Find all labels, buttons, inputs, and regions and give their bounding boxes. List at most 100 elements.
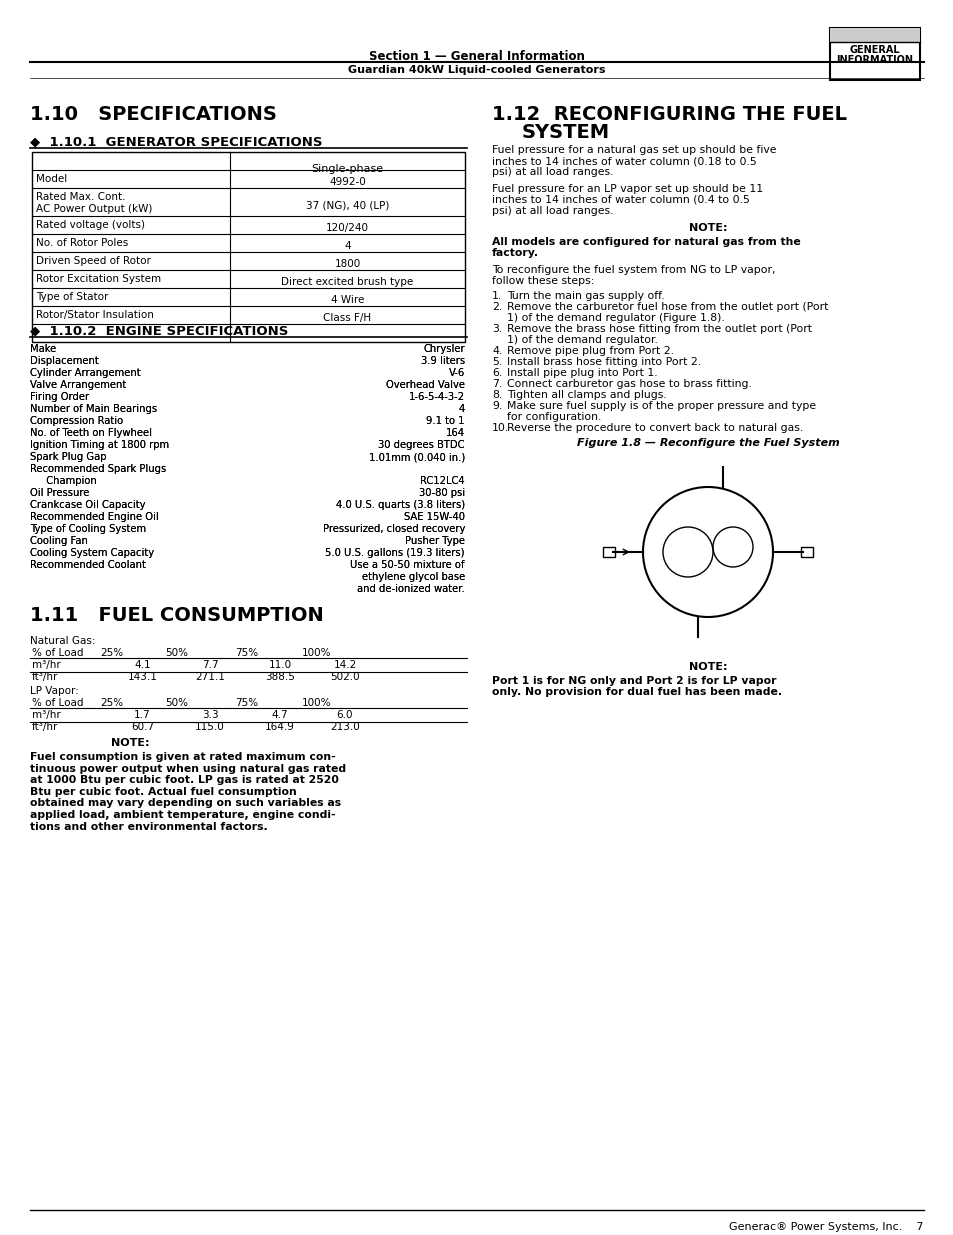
- Text: Crankcase Oil Capacity: Crankcase Oil Capacity: [30, 500, 146, 510]
- Text: 1.10   SPECIFICATIONS: 1.10 SPECIFICATIONS: [30, 105, 276, 124]
- Text: 3.3: 3.3: [201, 710, 218, 720]
- Text: 25%: 25%: [100, 698, 124, 708]
- Text: and de-ionized water.: and de-ionized water.: [356, 584, 464, 594]
- Text: 50%: 50%: [165, 698, 189, 708]
- Text: 30-80 psi: 30-80 psi: [418, 488, 464, 498]
- Text: 1-6-5-4-3-2: 1-6-5-4-3-2: [409, 391, 464, 403]
- Text: Turn the main gas supply off.: Turn the main gas supply off.: [506, 291, 664, 301]
- Text: 5.: 5.: [492, 357, 501, 367]
- Text: Chrysler: Chrysler: [423, 345, 464, 354]
- Text: Displacement: Displacement: [30, 356, 99, 366]
- Text: ft³/hr: ft³/hr: [32, 672, 58, 682]
- Text: Champion: Champion: [40, 475, 96, 487]
- Text: Oil Pressure: Oil Pressure: [30, 488, 90, 498]
- Text: 75%: 75%: [235, 698, 258, 708]
- Text: Rated voltage (volts): Rated voltage (volts): [36, 220, 145, 230]
- Text: 5.0 U.S. gallons (19.3 liters): 5.0 U.S. gallons (19.3 liters): [325, 548, 464, 558]
- Text: 271.1: 271.1: [194, 672, 225, 682]
- Text: No. of Rotor Poles: No. of Rotor Poles: [36, 238, 128, 248]
- Text: V-6: V-6: [448, 368, 464, 378]
- Text: 164.9: 164.9: [265, 722, 294, 732]
- Text: Driven Speed of Rotor: Driven Speed of Rotor: [36, 256, 151, 266]
- Text: Cylinder Arrangement: Cylinder Arrangement: [30, 368, 140, 378]
- Text: Rotor Excitation System: Rotor Excitation System: [36, 274, 161, 284]
- Text: Recommended Coolant: Recommended Coolant: [30, 559, 146, 571]
- Text: Displacement: Displacement: [30, 356, 99, 366]
- Text: m³/hr: m³/hr: [32, 659, 61, 671]
- Text: 4.0 U.S. quarts (3.8 liters): 4.0 U.S. quarts (3.8 liters): [335, 500, 464, 510]
- Text: Compression Ratio: Compression Ratio: [30, 416, 123, 426]
- Text: Type of Cooling System: Type of Cooling System: [30, 524, 146, 534]
- Text: Remove the carburetor fuel hose from the outlet port (Port: Remove the carburetor fuel hose from the…: [506, 303, 827, 312]
- Text: Use a 50-50 mixture of: Use a 50-50 mixture of: [350, 559, 464, 571]
- Text: 11.0: 11.0: [268, 659, 292, 671]
- Text: Spark Plug Gap: Spark Plug Gap: [30, 452, 107, 462]
- Text: 30 degrees BTDC: 30 degrees BTDC: [378, 440, 464, 450]
- Text: Section 1 — General Information: Section 1 — General Information: [369, 49, 584, 63]
- Text: Cooling System Capacity: Cooling System Capacity: [30, 548, 154, 558]
- Text: 9.1 to 1: 9.1 to 1: [426, 416, 464, 426]
- Text: Rated Max. Cont.
AC Power Output (kW): Rated Max. Cont. AC Power Output (kW): [36, 191, 152, 214]
- FancyBboxPatch shape: [829, 28, 919, 80]
- Text: To reconfigure the fuel system from NG to LP vapor,: To reconfigure the fuel system from NG t…: [492, 266, 775, 275]
- Text: Oil Pressure: Oil Pressure: [30, 488, 90, 498]
- Text: 30-80 psi: 30-80 psi: [418, 488, 464, 498]
- Text: Make sure fuel supply is of the proper pressure and type: Make sure fuel supply is of the proper p…: [506, 401, 815, 411]
- Text: 10.: 10.: [492, 424, 509, 433]
- Text: 4.: 4.: [492, 346, 501, 356]
- Text: SAE 15W-40: SAE 15W-40: [403, 513, 464, 522]
- FancyBboxPatch shape: [32, 152, 464, 342]
- Text: 1.7: 1.7: [134, 710, 151, 720]
- Text: ◆  1.10.1  GENERATOR SPECIFICATIONS: ◆ 1.10.1 GENERATOR SPECIFICATIONS: [30, 135, 322, 148]
- Text: 9.1 to 1: 9.1 to 1: [426, 416, 464, 426]
- Text: Reverse the procedure to convert back to natural gas.: Reverse the procedure to convert back to…: [506, 424, 802, 433]
- Text: 6.0: 6.0: [336, 710, 353, 720]
- Text: Model: Model: [36, 174, 67, 184]
- Text: 7.7: 7.7: [201, 659, 218, 671]
- Text: 3.: 3.: [492, 324, 501, 333]
- Text: NOTE:: NOTE:: [688, 662, 726, 672]
- Text: 7.: 7.: [492, 379, 501, 389]
- Text: Type of Cooling System: Type of Cooling System: [30, 524, 146, 534]
- Text: 2.: 2.: [492, 303, 501, 312]
- Text: NOTE:: NOTE:: [111, 739, 149, 748]
- FancyBboxPatch shape: [801, 547, 812, 557]
- Text: inches to 14 inches of water column (0.4 to 0.5: inches to 14 inches of water column (0.4…: [492, 195, 749, 205]
- Text: 30 degrees BTDC: 30 degrees BTDC: [378, 440, 464, 450]
- Text: Number of Main Bearings: Number of Main Bearings: [30, 404, 157, 414]
- Text: RC12LC4: RC12LC4: [420, 475, 464, 487]
- Text: ethylene glycol base: ethylene glycol base: [361, 572, 464, 582]
- Text: RC12LC4: RC12LC4: [420, 475, 464, 487]
- Text: only. No provision for dual fuel has been made.: only. No provision for dual fuel has bee…: [492, 687, 781, 697]
- Text: 1.12  RECONFIGURING THE FUEL: 1.12 RECONFIGURING THE FUEL: [492, 105, 846, 124]
- Text: Port 1 is for NG only and Port 2 is for LP vapor: Port 1 is for NG only and Port 2 is for …: [492, 676, 776, 685]
- Text: 9.: 9.: [492, 401, 501, 411]
- Text: 25%: 25%: [100, 648, 124, 658]
- Text: Firing Order: Firing Order: [30, 391, 89, 403]
- Text: 4 Wire: 4 Wire: [331, 295, 364, 305]
- FancyBboxPatch shape: [602, 547, 615, 557]
- Text: Chrysler: Chrysler: [423, 345, 464, 354]
- Text: Crankcase Oil Capacity: Crankcase Oil Capacity: [30, 500, 146, 510]
- Text: Champion: Champion: [40, 475, 96, 487]
- Text: Recommended Spark Plugs: Recommended Spark Plugs: [30, 464, 166, 474]
- Text: All models are configured for natural gas from the: All models are configured for natural ga…: [492, 237, 800, 247]
- Text: Cooling Fan: Cooling Fan: [30, 536, 88, 546]
- Text: 1.01mm (0.040 in.): 1.01mm (0.040 in.): [369, 452, 464, 462]
- Text: 4.7: 4.7: [272, 710, 288, 720]
- Text: Use a 50-50 mixture of: Use a 50-50 mixture of: [350, 559, 464, 571]
- Text: Direct excited brush type: Direct excited brush type: [281, 277, 414, 287]
- Text: NOTE:: NOTE:: [688, 224, 726, 233]
- Text: 164: 164: [446, 429, 464, 438]
- Text: 100%: 100%: [302, 698, 332, 708]
- Text: Generac® Power Systems, Inc.    7: Generac® Power Systems, Inc. 7: [729, 1221, 923, 1233]
- Text: No. of Teeth on Flywheel: No. of Teeth on Flywheel: [30, 429, 152, 438]
- Text: 5.0 U.S. gallons (19.3 liters): 5.0 U.S. gallons (19.3 liters): [325, 548, 464, 558]
- Text: Connect carburetor gas hose to brass fitting.: Connect carburetor gas hose to brass fit…: [506, 379, 751, 389]
- Text: Pusher Type: Pusher Type: [405, 536, 464, 546]
- Text: psi) at all load ranges.: psi) at all load ranges.: [492, 206, 613, 216]
- Text: Valve Arrangement: Valve Arrangement: [30, 380, 126, 390]
- Text: Valve Arrangement: Valve Arrangement: [30, 380, 126, 390]
- Text: ft³/hr: ft³/hr: [32, 722, 58, 732]
- Text: inches to 14 inches of water column (0.18 to 0.5: inches to 14 inches of water column (0.1…: [492, 156, 756, 165]
